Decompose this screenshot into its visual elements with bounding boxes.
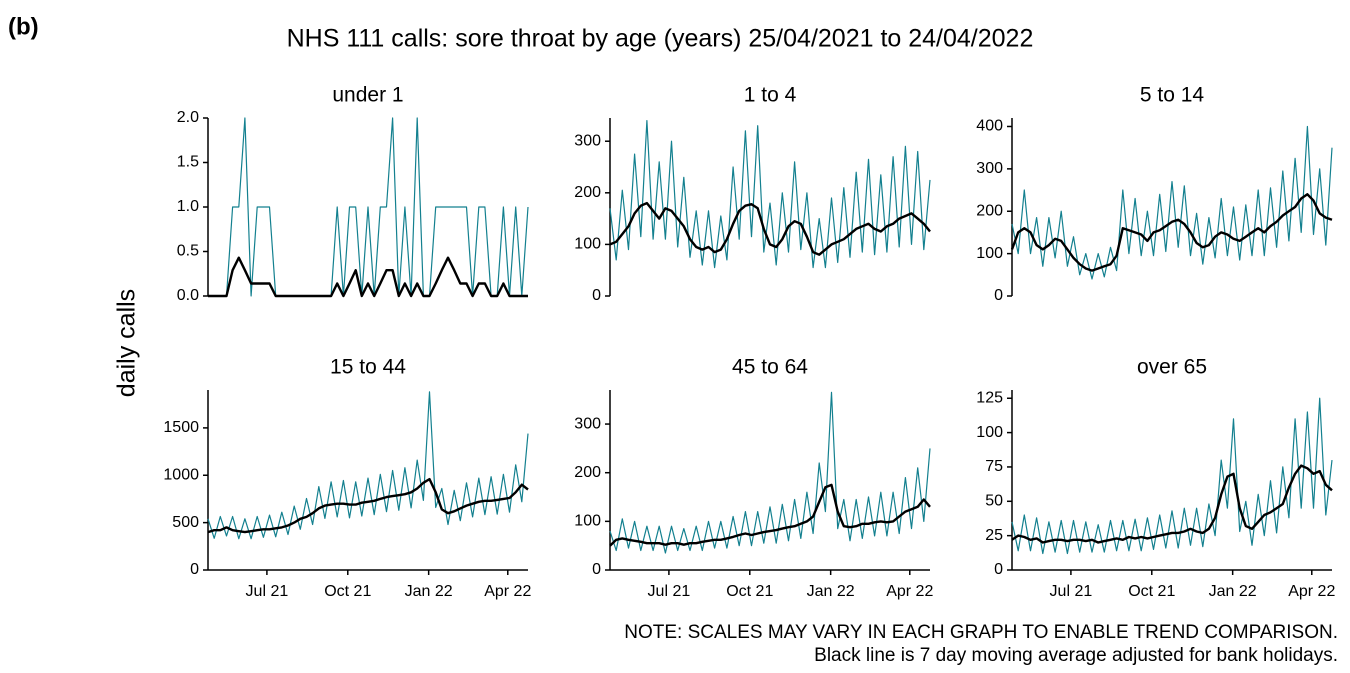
x-tick-label: Oct 21 xyxy=(324,583,371,600)
x-tick-label: Oct 21 xyxy=(726,583,773,600)
series-line xyxy=(609,391,931,554)
x-tick-label: Jul 21 xyxy=(246,583,289,600)
y-tick-label: 0.5 xyxy=(177,243,199,260)
series-line xyxy=(207,391,529,540)
y-tick-label: 0 xyxy=(592,561,601,578)
y-tick-label: 200 xyxy=(976,202,1003,219)
x-tick-label: Jan 22 xyxy=(807,583,855,600)
panel-title: over 65 xyxy=(1137,356,1207,379)
y-tick-label: 25 xyxy=(985,527,1003,544)
y-tick-label: 2.0 xyxy=(177,109,199,126)
y-tick-label: 125 xyxy=(976,389,1003,406)
panel-label: (b) xyxy=(8,13,39,40)
panel-title: under 1 xyxy=(332,84,403,107)
chart-title: NHS 111 calls: sore throat by age (years… xyxy=(287,25,1034,53)
y-tick-label: 1500 xyxy=(163,419,199,436)
y-tick-label: 400 xyxy=(976,118,1003,135)
series-line xyxy=(208,117,529,297)
y-tick-label: 50 xyxy=(985,493,1003,510)
y-tick-label: 0 xyxy=(994,287,1003,304)
y-tick-label: 1000 xyxy=(163,466,199,483)
y-tick-label: 0 xyxy=(994,561,1003,578)
panel-title: 15 to 44 xyxy=(330,356,406,379)
y-tick-label: 500 xyxy=(172,514,199,531)
y-tick-label: 300 xyxy=(976,160,1003,177)
y-tick-label: 300 xyxy=(574,132,601,149)
y-tick-label: 0.0 xyxy=(177,287,199,304)
series-line xyxy=(1011,464,1333,544)
y-tick-label: 75 xyxy=(985,458,1003,475)
y-tick-label: 0 xyxy=(592,287,601,304)
series-line xyxy=(1011,397,1333,555)
y-tick-label: 1.5 xyxy=(177,154,199,171)
note: Black line is 7 day moving average adjus… xyxy=(814,645,1338,666)
y-tick-label: 100 xyxy=(574,236,601,253)
y-tick-label: 200 xyxy=(574,184,601,201)
series-line xyxy=(1011,125,1333,280)
x-tick-label: Jan 22 xyxy=(1209,583,1257,600)
series-line xyxy=(1010,193,1333,272)
y-tick-label: 200 xyxy=(574,464,601,481)
x-tick-label: Jul 21 xyxy=(1050,583,1093,600)
y-axis-label: daily calls xyxy=(113,289,141,397)
y-tick-label: 1.0 xyxy=(177,198,199,215)
x-tick-label: Apr 22 xyxy=(886,583,933,600)
y-tick-label: 100 xyxy=(976,245,1003,262)
panel-title: 1 to 4 xyxy=(744,84,797,107)
note: NOTE: SCALES MAY VARY IN EACH GRAPH TO E… xyxy=(624,622,1338,643)
y-tick-label: 100 xyxy=(976,424,1003,441)
x-tick-label: Apr 22 xyxy=(1288,583,1335,600)
x-tick-label: Apr 22 xyxy=(484,583,531,600)
series-line xyxy=(207,477,529,534)
x-tick-label: Oct 21 xyxy=(1128,583,1175,600)
y-tick-label: 0 xyxy=(190,561,199,578)
panel-title: 45 to 64 xyxy=(732,356,808,379)
x-tick-label: Jan 22 xyxy=(405,583,453,600)
x-tick-label: Jul 21 xyxy=(648,583,691,600)
panel-title: 5 to 14 xyxy=(1140,84,1205,107)
y-tick-label: 100 xyxy=(574,513,601,530)
series-line xyxy=(609,483,931,547)
series-line xyxy=(609,201,931,256)
series-line xyxy=(208,256,528,298)
y-tick-label: 300 xyxy=(574,415,601,432)
